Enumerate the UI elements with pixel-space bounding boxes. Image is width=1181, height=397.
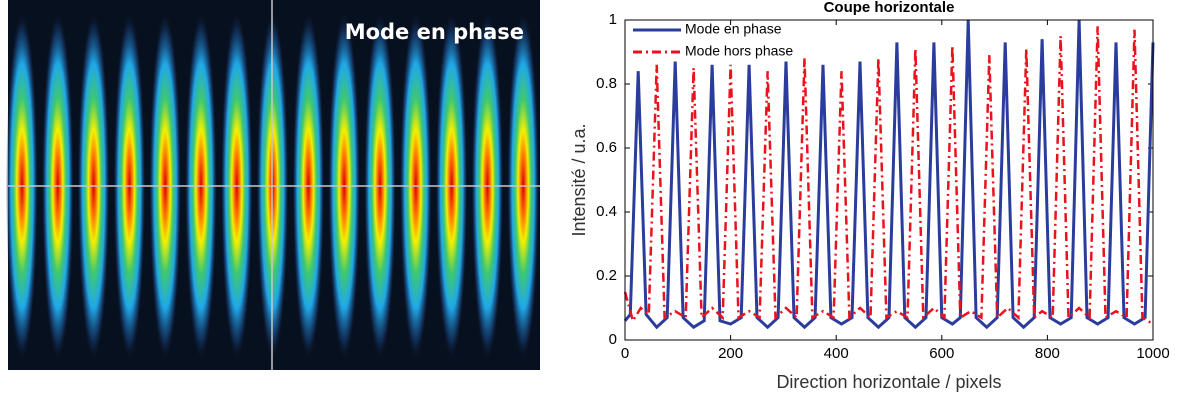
x-tick-label: 200: [718, 345, 743, 362]
image-label: Mode en phase: [345, 20, 524, 44]
y-tick-label: 0.4: [596, 203, 617, 220]
chart-title: Coupe horizontale: [824, 0, 955, 16]
x-tick-label: 1000: [1136, 345, 1169, 362]
line-series: [623, 26, 1154, 326]
line-series: [623, 19, 1155, 330]
y-tick-label: 0.6: [596, 139, 617, 156]
y-tick-label: 1: [609, 11, 617, 28]
x-tick-label: 800: [1035, 345, 1060, 362]
y-tick-label: 0.2: [596, 267, 617, 284]
y-tick-label: 0: [609, 331, 617, 348]
x-tick-label: 0: [621, 345, 629, 362]
fringe-image: Mode en phase: [6, 0, 540, 370]
x-axis-label: Direction horizontale / pixels: [776, 372, 1001, 392]
legend-label: Mode hors phase: [685, 43, 793, 59]
y-axis-label: Intensité / u.a.: [569, 123, 589, 236]
chart: Coupe horizontale 0 200 400 600 800 1000 0 0.2 0.…: [569, 0, 1170, 392]
y-tick-label: 0.8: [596, 75, 617, 92]
x-tick-label: 600: [929, 345, 954, 362]
legend-label: Mode en phase: [685, 21, 782, 37]
plot-frame: [624, 19, 1154, 341]
x-tick-label: 400: [824, 345, 849, 362]
